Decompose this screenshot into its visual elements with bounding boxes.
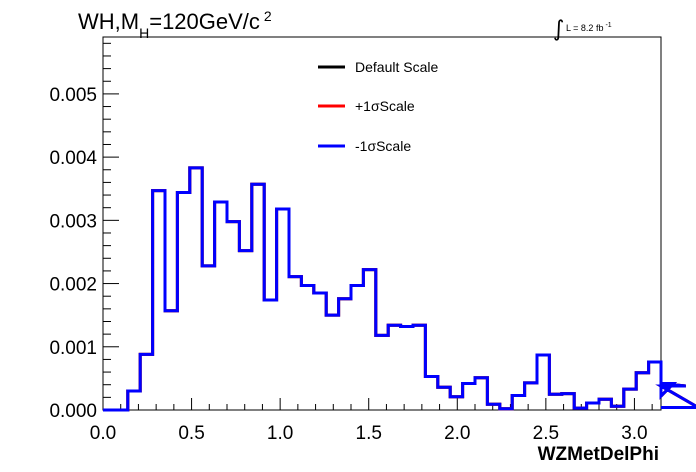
lumi-superscript: -1 — [605, 22, 611, 29]
x-tick-label: 2.5 — [533, 423, 559, 444]
plot-title: WH,MH=120GeV/c 2 — [78, 8, 272, 41]
lumi-label: L = 8.2 fb -1 — [566, 22, 612, 33]
y-tick-label: 0.005 — [49, 85, 97, 106]
y-tick-label: 0.002 — [49, 275, 97, 296]
y-axis: 0.000 0.001 0.002 0.003 0.004 0.005 — [49, 42, 119, 422]
x-tick-label: 1.5 — [356, 423, 382, 444]
series-plus-1sigma-scale — [103, 166, 696, 412]
x-axis-label: WZMetDelPhi — [538, 444, 659, 465]
legend-label-default: Default Scale — [355, 59, 438, 75]
title-superscript: 2 — [264, 8, 272, 24]
title-prefix: WH,M — [78, 9, 139, 34]
y-tick-label: 0.000 — [49, 401, 97, 422]
y-tick-label: 0.001 — [49, 338, 97, 359]
y-tick-label: 0.003 — [49, 211, 97, 232]
series-minus-1sigma-scale — [103, 166, 696, 412]
series-layer — [103, 166, 696, 412]
lumi-text: L = 8.2 fb — [566, 23, 603, 33]
title-suffix: =120GeV/c — [149, 9, 260, 34]
x-tick-label: 3.0 — [621, 423, 647, 444]
legend-label-plus: +1σScale — [355, 98, 415, 114]
y-tick-label: 0.004 — [49, 148, 97, 169]
series-default-scale — [103, 166, 696, 412]
x-tick-label: 0.0 — [90, 423, 116, 444]
title-subscript: H — [139, 25, 149, 41]
x-tick-label: 0.5 — [178, 423, 204, 444]
lumi-integral-symbol: ∫ — [553, 17, 564, 42]
x-tick-label: 2.0 — [444, 423, 470, 444]
x-axis: 0.0 0.5 1.0 1.5 2.0 2.5 3.0 — [90, 398, 653, 444]
plot-frame — [102, 36, 662, 411]
legend-label-minus: -1σScale — [355, 138, 411, 154]
legend: Default Scale +1σScale -1σScale — [318, 59, 438, 154]
x-tick-label: 1.0 — [267, 423, 293, 444]
